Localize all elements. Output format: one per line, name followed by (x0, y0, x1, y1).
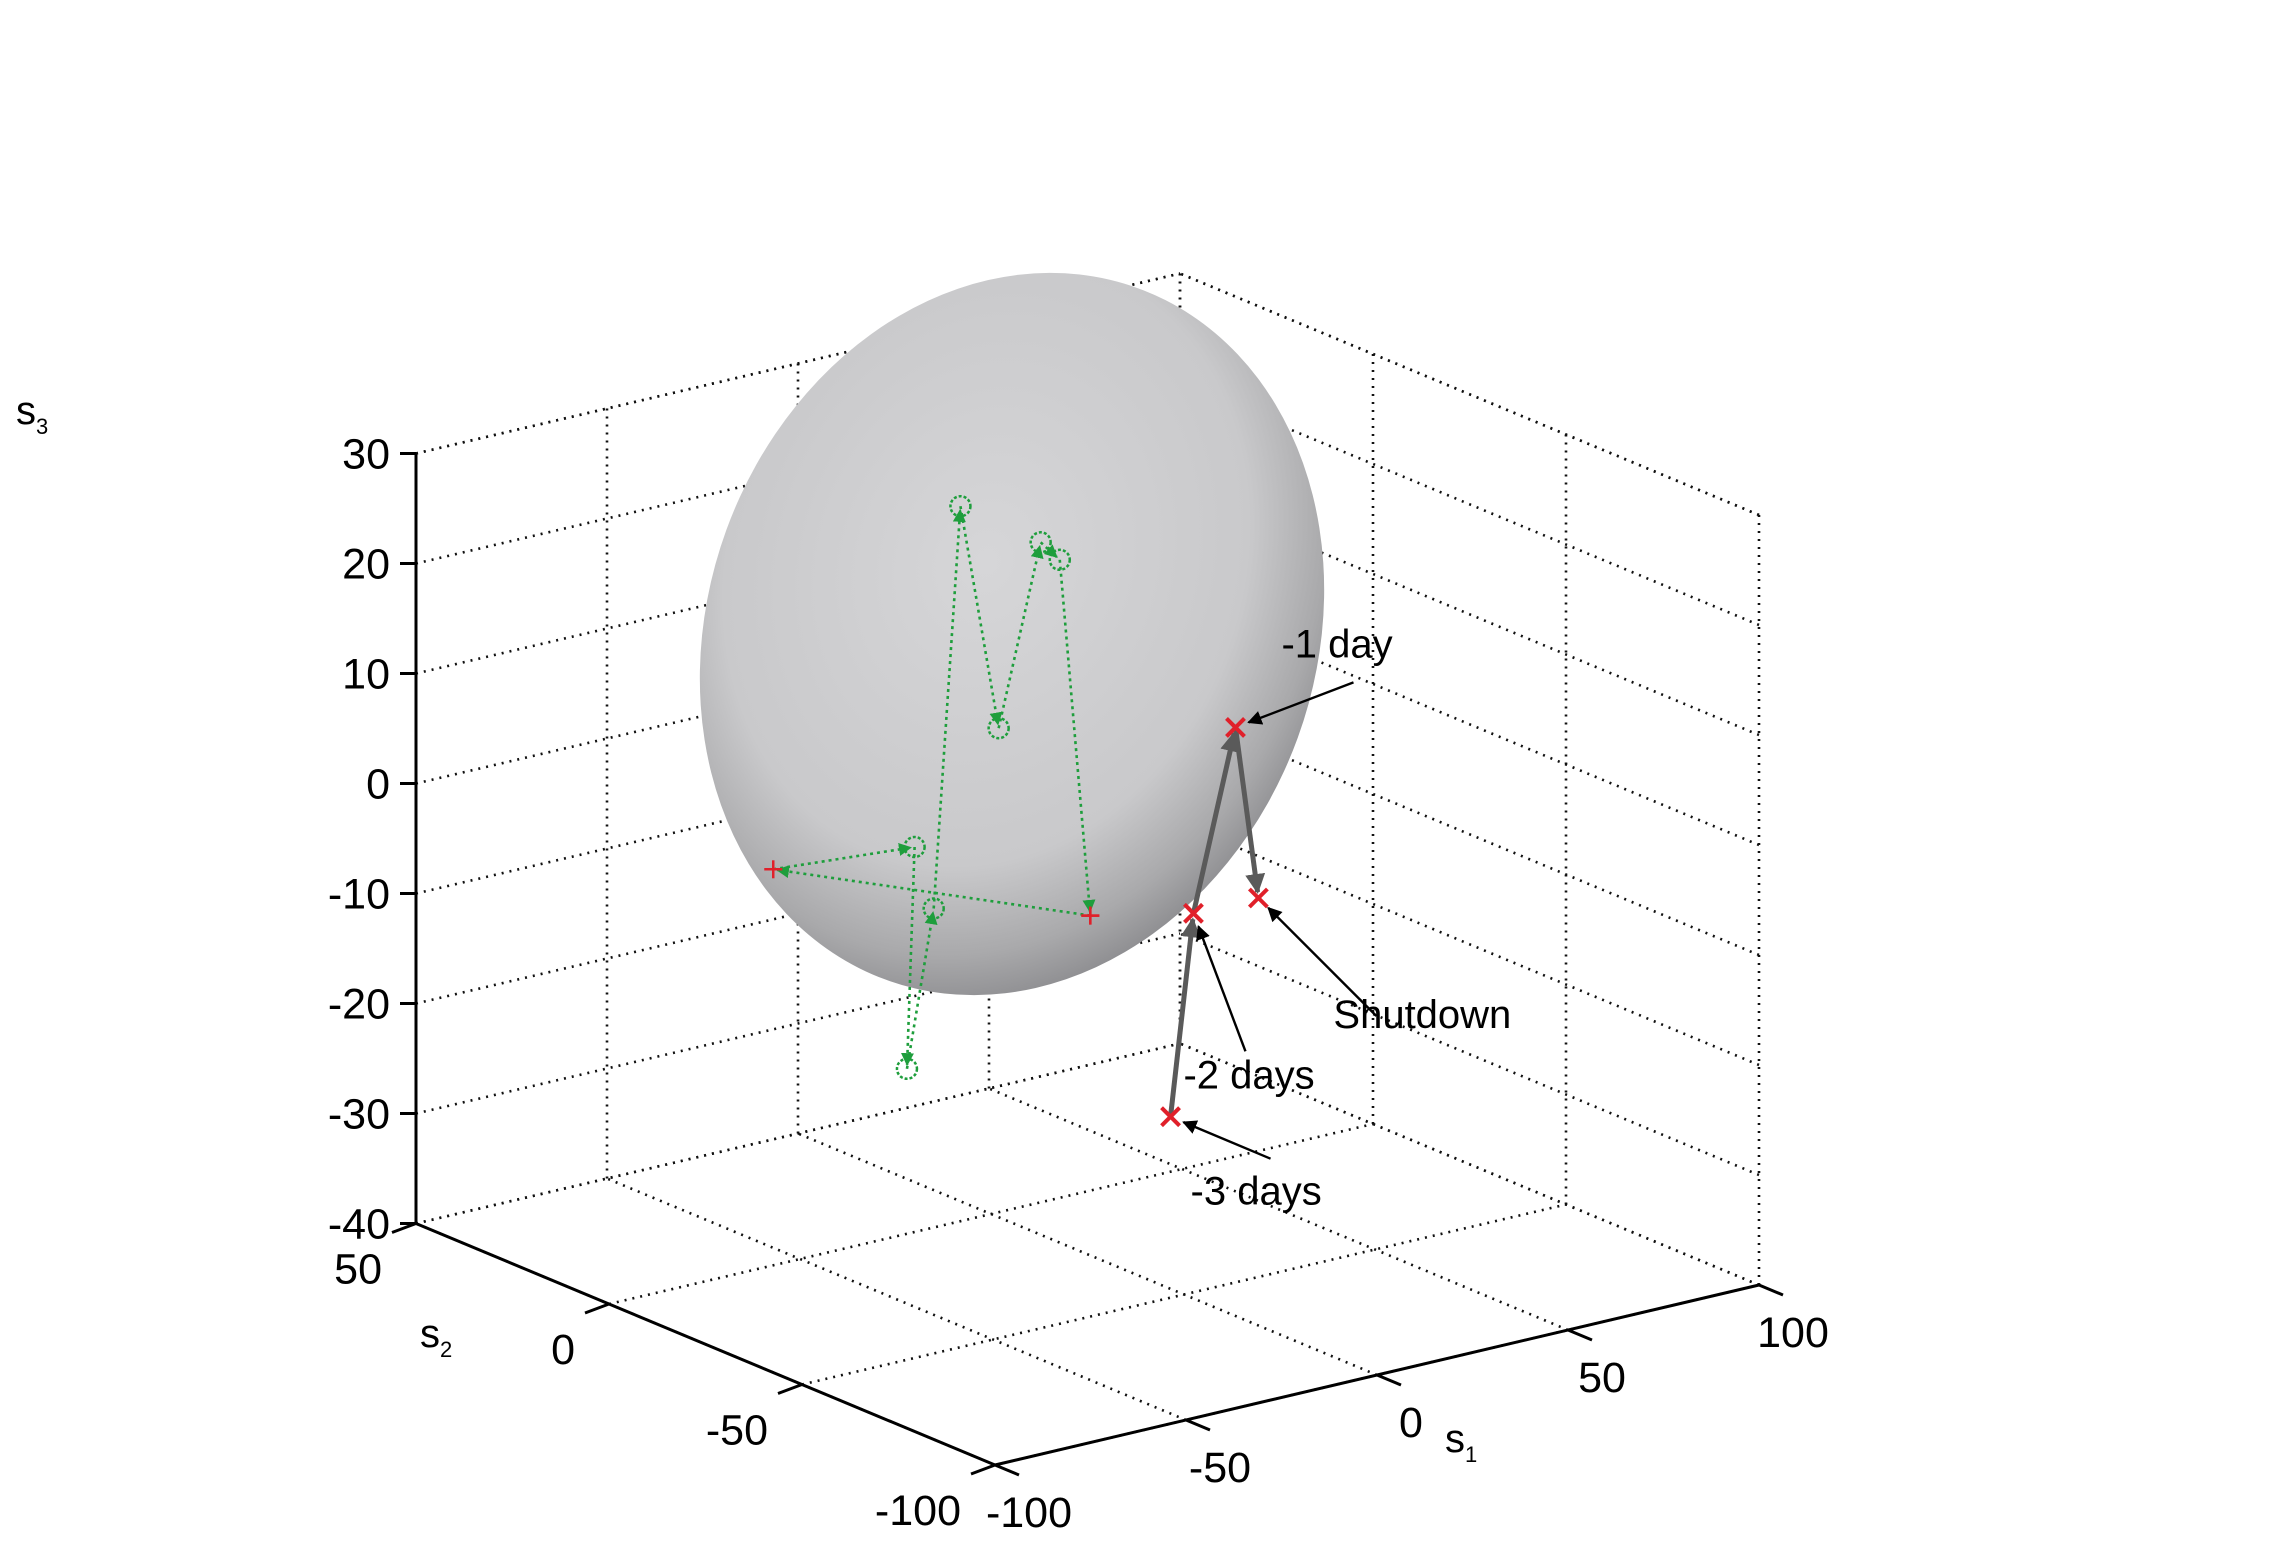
fault-data-point (1183, 902, 1204, 924)
grid-line (797, 1132, 1378, 1377)
fault-data-point (1247, 887, 1269, 909)
fault-data-point (1225, 716, 1246, 738)
grid-line (1179, 1042, 1760, 1287)
y-tick-label: -50 (706, 1407, 768, 1455)
grid-line (606, 1177, 1187, 1422)
x-tick-label: 0 (1399, 1399, 1423, 1447)
normal-trajectory-segment (905, 911, 938, 1070)
annotation-label: -2 days (1183, 1053, 1314, 1097)
grid-line (1179, 712, 1760, 957)
grid-line (415, 932, 1181, 1115)
grid-line (1179, 492, 1760, 737)
normal-data-point (895, 1057, 919, 1081)
annotations: -3 days -2 days -1 day Shutdown (1182, 622, 1511, 1214)
z-tick-label: 30 (342, 431, 390, 479)
grid-line (1179, 932, 1760, 1177)
z-tick-label: -20 (328, 981, 390, 1029)
y-axis-title: s2 (420, 1312, 452, 1362)
grid-line (415, 1042, 1181, 1225)
normal-data-point (903, 835, 926, 859)
normal-data-point (1029, 531, 1052, 554)
x-tick-mark (1758, 1283, 1784, 1297)
annotation-arrow (1267, 906, 1378, 1017)
grid-line (801, 1203, 1567, 1386)
x-tick-mark (1185, 1418, 1211, 1432)
x-axis-title: s1 (1445, 1417, 1477, 1467)
annotation-label: -1 day (1281, 622, 1392, 666)
x-tick-label: -50 (1189, 1444, 1251, 1492)
y-tick-label: 0 (551, 1326, 575, 1374)
annotation-arrow (1182, 1120, 1272, 1160)
normal-trajectory-segment (997, 544, 1044, 729)
grid-line (1179, 602, 1760, 847)
normal-data-point (949, 494, 972, 518)
normal-trajectory-segment (959, 505, 1003, 726)
normal-data-point (922, 897, 945, 920)
trajectory-series (764, 494, 1269, 1128)
annotation-label: -3 days (1191, 1170, 1322, 1214)
grid-line (608, 1122, 1374, 1306)
x-tick-label: -100 (986, 1489, 1072, 1537)
x-tick-label: 100 (1757, 1309, 1829, 1357)
fault-data-point (1160, 1106, 1181, 1128)
grid-line (1179, 382, 1760, 627)
normal-data-point (987, 716, 1010, 740)
x-tick-mark (994, 1463, 1020, 1477)
y-tick-mark (391, 1222, 417, 1234)
normal-data-point (1048, 548, 1072, 572)
x-tick-label: 50 (1578, 1354, 1626, 1402)
normal-trajectory-segment (901, 846, 916, 1067)
z-tick-label: -40 (328, 1201, 390, 1249)
z-axis-title: s3 (16, 389, 48, 439)
fault-trajectory-segment (1191, 731, 1240, 914)
tick-labels: -40-30-20-100102030-100-50050-100-500501… (328, 431, 1829, 1538)
ellipsoid-region (699, 272, 1325, 996)
ellipsoid-surface (699, 272, 1325, 996)
fault-trajectory-segment (1233, 727, 1266, 895)
normal-trajectory-segment (773, 843, 912, 871)
y-tick-label: 50 (334, 1246, 382, 1294)
fault-trajectory-segment (1168, 917, 1201, 1117)
z-tick-label: 0 (366, 761, 390, 809)
normal-trajectory-segment (1058, 559, 1096, 913)
grid-line (415, 272, 1181, 455)
grid-line (988, 1087, 1569, 1332)
y-tick-label: -100 (875, 1487, 961, 1535)
z-tick-label: -10 (328, 871, 390, 919)
grid-line (1179, 272, 1760, 517)
annotation-label: Shutdown (1333, 993, 1511, 1037)
grid-line (1179, 822, 1760, 1067)
y-tick-mark (777, 1383, 803, 1395)
z-tick-label: 10 (342, 651, 390, 699)
y-axis-line (415, 1222, 996, 1467)
x-tick-mark (1376, 1373, 1402, 1387)
annotation-arrow (1247, 681, 1354, 725)
y-tick-mark (584, 1302, 610, 1315)
y-tick-mark (970, 1463, 996, 1476)
z-tick-label: -30 (328, 1091, 390, 1139)
z-tick-label: 20 (342, 541, 390, 589)
annotation-arrow (1196, 925, 1247, 1052)
x-tick-mark (1567, 1328, 1593, 1342)
